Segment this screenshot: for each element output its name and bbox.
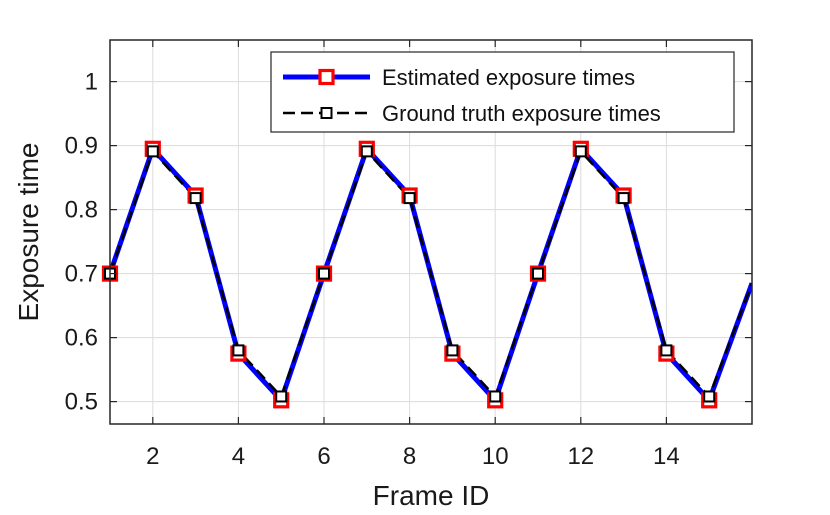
legend-label-estimated: Estimated exposure times [382,65,635,90]
plot-frame [109,39,753,425]
x-axis-label: Frame ID [373,480,490,511]
series-line-ground-truth [110,148,752,399]
y-tick-label: 0.7 [65,261,98,288]
x-tick-label: 4 [232,443,245,470]
point-ground-truth [232,344,245,357]
point-ground-truth [318,267,330,280]
x-tick-label: 2 [146,443,159,470]
y-tick-label: 0.6 [65,325,98,352]
point-ground-truth [532,267,544,280]
point-ground-truth [360,145,373,158]
point-ground-truth [489,390,502,403]
point-ground-truth [574,145,587,158]
y-tick-label: 0.8 [65,197,98,224]
point-ground-truth [617,192,630,205]
x-tick-label: 10 [482,443,509,470]
point-ground-truth [146,145,159,158]
tick-marks [110,40,752,424]
y-tick-label: 0.9 [65,133,98,160]
y-tick-label: 1 [85,69,98,96]
point-ground-truth [703,390,716,403]
legend-entry-ground-truth: Ground truth exposure times [283,101,661,126]
legend: Estimated exposure times Ground truth ex… [270,51,735,133]
x-tick-label: 6 [317,443,330,470]
point-ground-truth [403,192,416,205]
y-tick-label: 0.5 [65,389,98,416]
legend-marker-ground-truth [320,107,333,119]
point-ground-truth [275,390,288,403]
legend-entry-estimated: Estimated exposure times [283,65,635,90]
point-ground-truth [446,344,459,357]
y-axis-label: Exposure time [13,143,44,322]
point-ground-truth [660,344,673,357]
x-tick-label: 14 [653,443,680,470]
point-ground-truth [189,192,202,205]
x-tick-label: 8 [403,443,416,470]
legend-label-ground-truth: Ground truth exposure times [382,101,661,126]
legend-box [270,51,735,133]
legend-marker-estimated [318,68,335,86]
x-tick-label: 12 [567,443,594,470]
series-area [101,140,752,409]
tick-labels: 2 4 6 8 10 12 14 0.5 0.6 0.7 0.8 0.9 1 [65,69,680,470]
